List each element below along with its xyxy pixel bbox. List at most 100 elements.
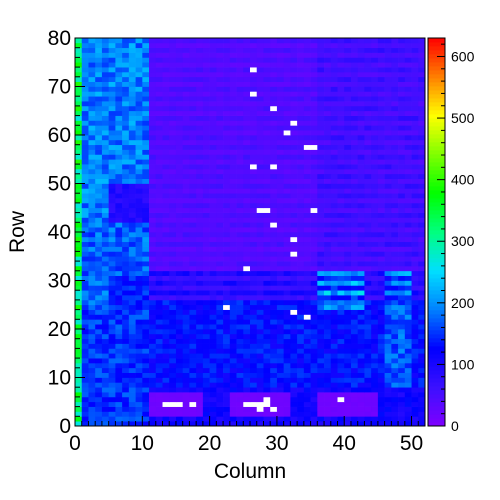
- heatmap-cell: [398, 149, 406, 155]
- heatmap-cell: [283, 416, 291, 422]
- heatmap-cell: [337, 173, 345, 179]
- heatmap-cell: [377, 232, 385, 238]
- heatmap-cell: [270, 96, 278, 102]
- heatmap-cell: [270, 246, 278, 252]
- heatmap-cell: [75, 81, 83, 87]
- heatmap-cell: [297, 416, 305, 422]
- heatmap-cell: [229, 71, 237, 78]
- heatmap-cell: [122, 38, 130, 44]
- colorbar-band: [428, 238, 445, 243]
- heatmap-cell: [364, 125, 372, 131]
- heatmap-cell: [162, 270, 170, 276]
- heatmap-cell: [95, 382, 103, 388]
- heatmap-cell: [344, 348, 352, 354]
- heatmap-cell: [270, 164, 278, 170]
- heatmap-cell: [88, 236, 96, 243]
- heatmap-cell: [115, 406, 123, 412]
- heatmap-cell: [95, 115, 103, 121]
- heatmap-cell: [324, 168, 332, 175]
- heatmap-cell: [384, 168, 392, 175]
- heatmap-cell: [75, 42, 83, 49]
- heatmap-cell: [209, 62, 217, 68]
- heatmap-cell: [196, 280, 204, 286]
- heatmap-cell: [344, 42, 352, 49]
- heatmap-cell: [297, 324, 305, 330]
- heatmap-cell: [169, 295, 177, 301]
- heatmap-cell: [101, 319, 109, 325]
- heatmap-cell: [290, 52, 298, 58]
- heatmap-cell: [128, 362, 136, 369]
- heatmap-cell: [229, 358, 237, 364]
- heatmap-cell: [350, 382, 359, 388]
- heatmap-cell: [263, 38, 271, 44]
- heatmap-cell: [155, 387, 163, 393]
- heatmap-cell: [223, 207, 231, 213]
- heatmap-cell: [122, 353, 130, 359]
- heatmap-cell: [122, 110, 130, 116]
- heatmap-cell: [243, 227, 251, 233]
- heatmap-cell: [330, 135, 338, 141]
- heatmap-cell: [344, 164, 352, 170]
- heatmap-cell: [95, 86, 103, 92]
- heatmap-cell: [317, 299, 325, 306]
- heatmap-cell: [88, 319, 96, 325]
- heatmap-cell: [88, 290, 96, 296]
- colorbar-band: [428, 226, 445, 231]
- heatmap-cell: [142, 382, 150, 388]
- heatmap-cell: [162, 222, 170, 228]
- heatmap-cell: [182, 120, 190, 126]
- heatmap-cell: [236, 401, 244, 407]
- x-axis: 0 10 20 30 40 50: [69, 416, 426, 455]
- heatmap-cell: [303, 198, 311, 204]
- heatmap-cell: [162, 275, 170, 281]
- heatmap-cell: [404, 91, 412, 97]
- heatmap-cell: [276, 353, 284, 359]
- heatmap-cell: [115, 338, 123, 344]
- heatmap-cell: [175, 362, 184, 369]
- heatmap-cell: [371, 401, 379, 407]
- heatmap-cell: [303, 125, 311, 131]
- heatmap-cell: [337, 198, 345, 204]
- heatmap-cell: [411, 52, 419, 58]
- heatmap-cell: [283, 421, 291, 427]
- colorbar-band: [428, 262, 445, 267]
- heatmap-cell: [122, 120, 130, 126]
- heatmap-cell: [404, 120, 412, 126]
- heatmap-cell: [357, 173, 365, 179]
- heatmap-cell: [256, 261, 264, 267]
- heatmap-cell: [290, 188, 298, 194]
- heatmap-cell: [236, 149, 244, 155]
- colorbar-band: [428, 302, 445, 307]
- heatmap-cell: [88, 353, 96, 359]
- heatmap-cell: [297, 246, 305, 252]
- heatmap-cell: [364, 168, 372, 175]
- heatmap-cell: [169, 392, 177, 398]
- heatmap-cell: [229, 362, 237, 369]
- heatmap-cell: [263, 392, 271, 398]
- heatmap-cell: [418, 115, 426, 121]
- heatmap-cell: [115, 91, 123, 97]
- heatmap-cell: [122, 309, 130, 315]
- heatmap-cell: [276, 275, 284, 281]
- heatmap-cell: [196, 178, 204, 184]
- heatmap-cell: [371, 232, 379, 238]
- heatmap-cell: [135, 338, 143, 344]
- heatmap-cell: [364, 265, 372, 272]
- heatmap-cell: [175, 246, 184, 252]
- heatmap-cell: [398, 406, 406, 412]
- heatmap-cell: [411, 421, 419, 427]
- heatmap-cell: [411, 401, 419, 407]
- heatmap-cell: [384, 217, 392, 223]
- heatmap-cell: [384, 38, 392, 44]
- heatmap-cell: [196, 406, 204, 412]
- colorbar-band: [428, 218, 445, 223]
- heatmap-cell: [371, 275, 379, 281]
- heatmap-cell: [175, 125, 184, 131]
- heatmap-cell: [155, 285, 163, 291]
- heatmap-cell: [155, 246, 163, 252]
- colorbar-band: [428, 258, 445, 263]
- heatmap-cell: [95, 256, 103, 262]
- heatmap-cell: [223, 38, 231, 44]
- heatmap-cell: [324, 406, 332, 412]
- heatmap-cell: [236, 396, 244, 403]
